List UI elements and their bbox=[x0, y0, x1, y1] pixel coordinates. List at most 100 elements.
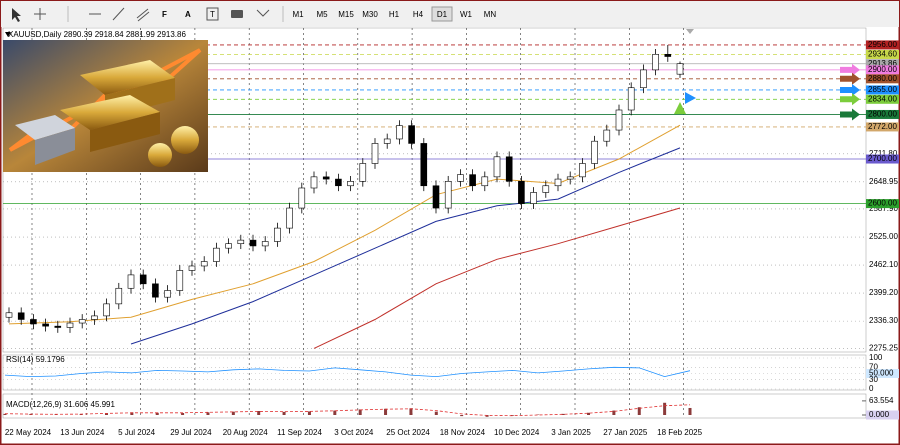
timeframe-button[interactable]: M1 bbox=[292, 10, 304, 19]
candle-body bbox=[54, 325, 62, 328]
y-tick-label: 2587.90 bbox=[869, 204, 898, 213]
candle-body bbox=[298, 187, 306, 209]
candle-body bbox=[542, 185, 550, 193]
macd bbox=[3, 400, 866, 417]
candle-body bbox=[139, 274, 147, 285]
cursor-tool[interactable] bbox=[12, 8, 21, 22]
x-tick-label: 3 Oct 2024 bbox=[334, 428, 374, 437]
timeframe-button[interactable]: H1 bbox=[389, 10, 400, 19]
candle-body bbox=[359, 163, 367, 182]
grid bbox=[3, 28, 866, 418]
thumbnail bbox=[3, 40, 208, 172]
candle-body bbox=[371, 143, 379, 164]
x-tick-label: 27 Jan 2025 bbox=[603, 428, 648, 437]
label-tool[interactable]: A bbox=[185, 10, 191, 19]
level-label-bg bbox=[866, 65, 899, 75]
timeframe-button[interactable]: W1 bbox=[460, 10, 473, 19]
x-tick-label: 18 Feb 2025 bbox=[657, 428, 702, 437]
timeframes: M1 M5 M15 M30 H1 H4 D1 W1 MN bbox=[292, 6, 497, 22]
macd-bar bbox=[409, 408, 413, 415]
y-tick-label: 2711.80 bbox=[869, 149, 898, 158]
y-tick-label: 2336.30 bbox=[869, 316, 898, 325]
toolbar: F A T M1 M5 M15 M30 H1 H4 D1 W1 MN bbox=[1, 1, 899, 27]
y-tick-label: 2275.25 bbox=[869, 343, 898, 352]
candle-body bbox=[640, 69, 647, 89]
level-label: 2772.00 bbox=[868, 122, 897, 131]
y-tick-label: 2525.00 bbox=[869, 232, 898, 241]
candle-body bbox=[335, 178, 342, 187]
level-arrow bbox=[840, 108, 860, 121]
moving-average bbox=[313, 207, 681, 349]
trendline-tool[interactable] bbox=[112, 7, 125, 21]
level-label-bg bbox=[866, 85, 899, 95]
timeframe-button[interactable]: M15 bbox=[338, 10, 354, 19]
candle-body bbox=[493, 156, 501, 178]
gold-bar-side bbox=[90, 112, 160, 152]
macd-bar bbox=[155, 412, 159, 415]
candle-body bbox=[127, 274, 135, 289]
macd-bar bbox=[206, 412, 210, 415]
level-label-bg bbox=[866, 49, 899, 59]
level-label: 2855.00 bbox=[868, 85, 897, 94]
candle-body bbox=[457, 174, 464, 182]
macd-bar bbox=[688, 407, 692, 415]
coin bbox=[148, 143, 172, 167]
candle-body bbox=[322, 176, 330, 180]
channel-tool[interactable] bbox=[136, 8, 150, 22]
macd-bar bbox=[358, 409, 362, 415]
candle-body bbox=[664, 53, 672, 57]
candle-body bbox=[579, 163, 586, 178]
candle-body bbox=[603, 129, 611, 142]
signal-right bbox=[685, 92, 696, 104]
macd-bar bbox=[434, 411, 438, 415]
level-label: 2900.00 bbox=[868, 65, 897, 74]
gold-bar bbox=[60, 95, 160, 130]
level-label: 2600.00 bbox=[868, 199, 897, 208]
candle-body bbox=[237, 239, 245, 245]
level-arrow bbox=[840, 63, 860, 76]
candle-body bbox=[310, 176, 318, 189]
rsi-tick-label: 50.000 bbox=[869, 369, 894, 378]
candle-body bbox=[420, 143, 428, 187]
candle-body bbox=[408, 125, 415, 144]
candle-body bbox=[591, 140, 598, 164]
macd-bar bbox=[307, 411, 311, 415]
macd-title: MACD(12,26,9) 31.606 45.991 bbox=[6, 400, 116, 409]
macd-bar bbox=[587, 412, 591, 415]
candle-body bbox=[225, 243, 232, 249]
timeframe-button[interactable]: D1 bbox=[437, 10, 448, 19]
macd-bar bbox=[130, 412, 134, 415]
timeframe-button[interactable]: M5 bbox=[316, 10, 328, 19]
candle-body bbox=[566, 176, 574, 180]
candle-body bbox=[200, 261, 208, 267]
scroll-marker bbox=[686, 29, 694, 34]
macd-bar bbox=[637, 407, 641, 415]
macd-bar bbox=[612, 410, 616, 415]
x-tick-label: 11 Sep 2024 bbox=[277, 428, 322, 437]
macd-bar bbox=[561, 413, 565, 415]
crosshair-tool[interactable] bbox=[34, 8, 46, 20]
moving-average bbox=[130, 147, 681, 345]
timeframe-button[interactable]: M30 bbox=[362, 10, 378, 19]
candle-body bbox=[30, 319, 37, 325]
timeframe-button[interactable]: MN bbox=[484, 10, 497, 19]
candle-body bbox=[78, 319, 86, 324]
macd-bar bbox=[257, 411, 261, 415]
macd-bar bbox=[231, 411, 235, 415]
candle-body bbox=[176, 270, 184, 291]
textbox-tool[interactable] bbox=[206, 7, 219, 21]
timeframe-button[interactable]: H4 bbox=[413, 10, 424, 19]
candle-body bbox=[5, 312, 13, 318]
signal-up bbox=[674, 102, 686, 114]
shape-tool[interactable] bbox=[231, 10, 243, 18]
fibo-tool[interactable]: F bbox=[162, 10, 167, 19]
level-label-bg bbox=[866, 94, 899, 104]
y-tick-label: 2648.95 bbox=[869, 177, 898, 186]
x-tick-label: 3 Jan 2025 bbox=[551, 428, 591, 437]
macd-bar bbox=[3, 413, 7, 415]
more-tools[interactable] bbox=[256, 9, 270, 17]
level-label-bg bbox=[866, 40, 899, 50]
level-label: 2834.00 bbox=[868, 94, 897, 103]
candle-body bbox=[164, 290, 171, 298]
